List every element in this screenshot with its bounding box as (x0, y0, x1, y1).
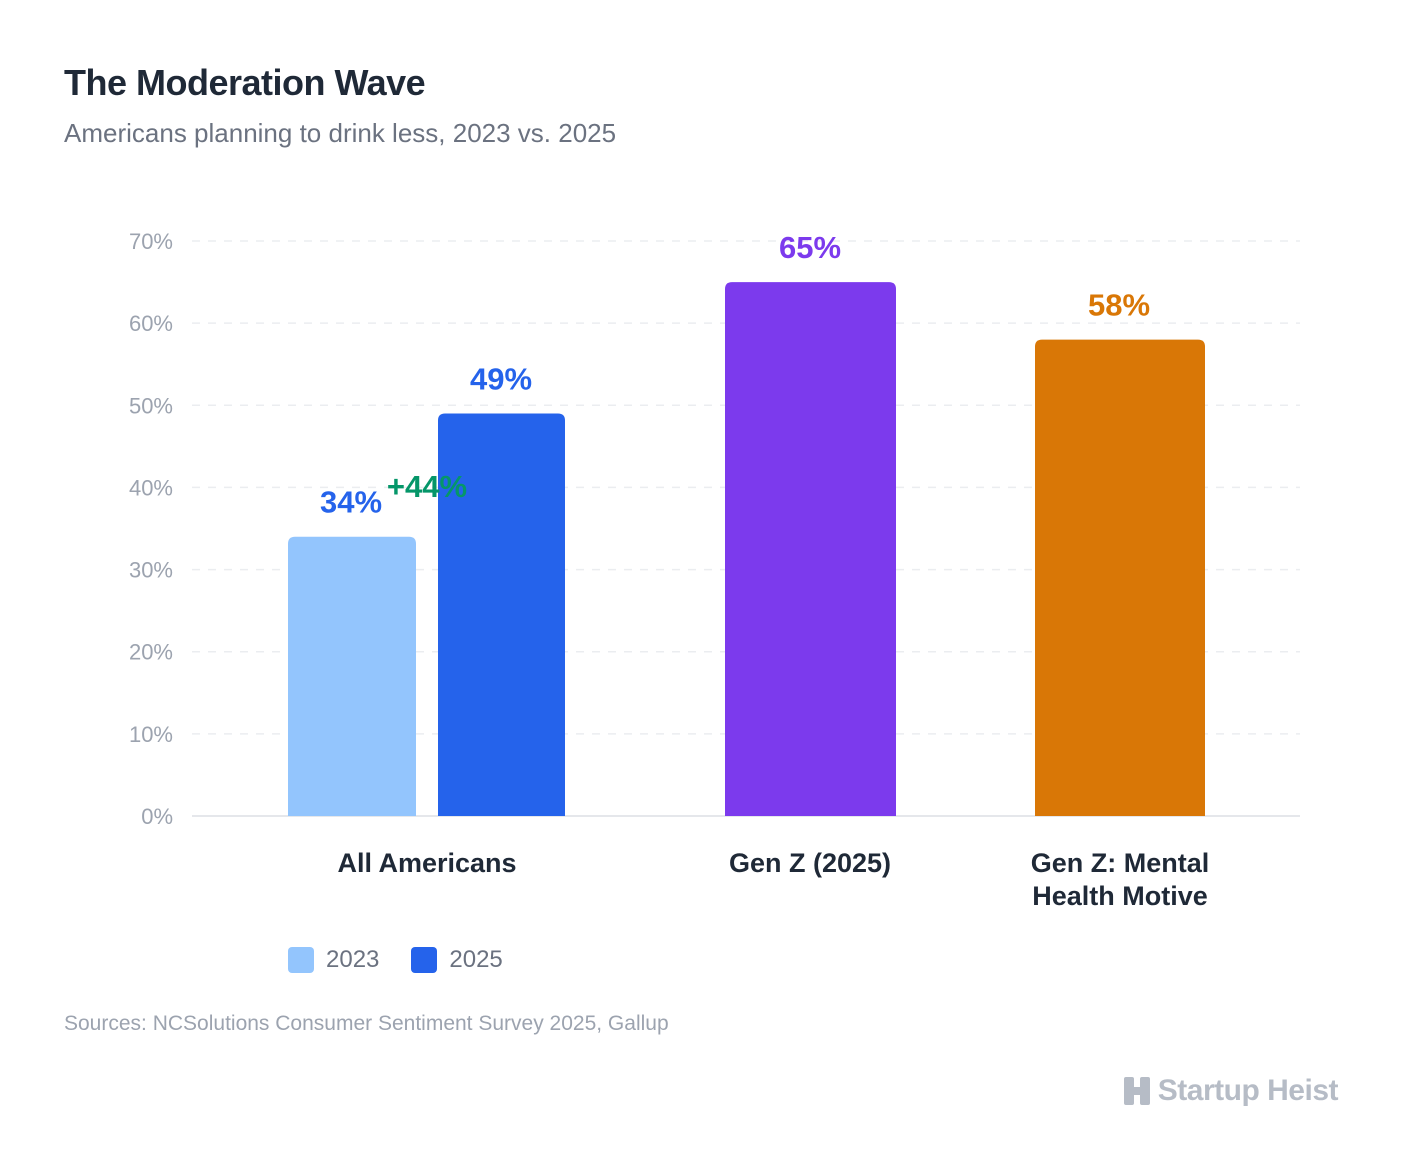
y-tick-label: 20% (129, 640, 173, 665)
bar-all-americans-2023 (288, 536, 416, 816)
legend-swatch-2025 (411, 947, 438, 973)
source-note: Sources: NCSolutions Consumer Sentiment … (64, 1012, 669, 1035)
bar-all-americans-2025 (438, 413, 565, 816)
legend-label-2025: 2025 (449, 946, 503, 973)
legend-item-2025: 2025 (411, 946, 503, 974)
y-tick-label: 30% (129, 558, 173, 583)
building-icon (1123, 1077, 1150, 1105)
y-tick-label: 60% (129, 311, 173, 336)
change-annotation: +44% (387, 469, 467, 504)
y-tick-label: 0% (141, 804, 173, 829)
y-tick-label: 40% (129, 475, 173, 500)
bar-chart: 0% 10% 20% 30% 40% 50% 60% 70% 34% 49% 65% 58% +44… (129, 229, 1300, 911)
chart-title: The Moderation Wave (64, 62, 426, 103)
value-label: 65% (779, 230, 841, 265)
y-tick-label: 50% (129, 393, 173, 418)
chart-subtitle: Americans planning to drink less, 2023 v… (64, 118, 617, 148)
bar-gen-z-2025- (725, 282, 896, 817)
y-tick-label: 70% (129, 229, 173, 254)
bars (288, 282, 1205, 817)
brand-name: Startup Heist (1157, 1074, 1339, 1107)
y-axis-ticks: 0% 10% 20% 30% 40% 50% 60% 70% (129, 229, 173, 829)
value-label: 49% (470, 362, 532, 397)
category-label: All Americans (337, 848, 516, 878)
value-label: 34% (320, 485, 382, 520)
y-tick-label: 10% (129, 722, 173, 747)
category-label: Gen Z: Mental Health Motive (1031, 848, 1210, 911)
category-label: Gen Z (2025) (729, 848, 891, 878)
category-labels: All Americans Gen Z (2025) Gen Z: Mental He… (337, 848, 1209, 911)
legend-swatch-2023 (288, 947, 314, 973)
bar-gen-z-mental-health-motive (1035, 339, 1205, 816)
brand-logo: Startup Heist (1123, 1074, 1339, 1108)
value-labels: 34% 49% 65% 58% (320, 230, 1150, 520)
legend-item-2023: 2023 (288, 946, 379, 974)
value-label: 58% (1088, 288, 1150, 323)
legend-label-2023: 2023 (326, 946, 380, 973)
legend: 2023 2025 (288, 946, 503, 974)
